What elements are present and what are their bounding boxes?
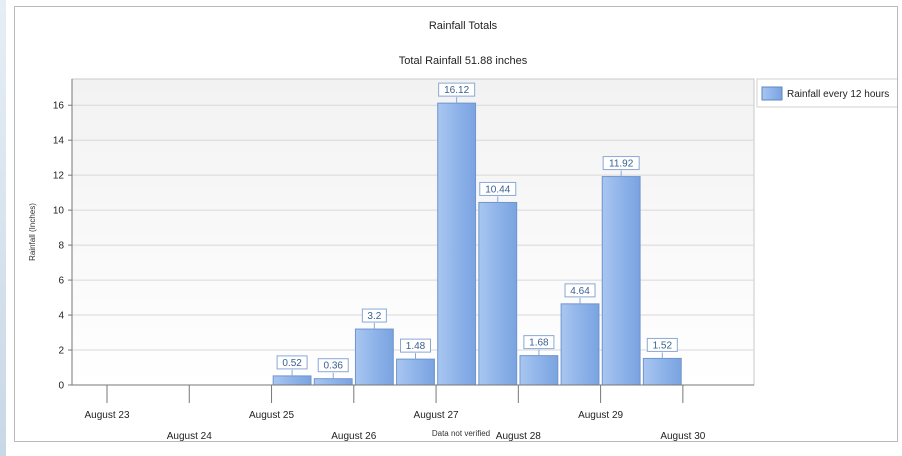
- y-tick-label: 12: [53, 171, 65, 182]
- data-label: 4.64: [570, 286, 590, 297]
- y-tick-label: 0: [58, 381, 64, 392]
- bar: [437, 102, 477, 386]
- data-label-box: [564, 283, 596, 298]
- data-label-box: [646, 337, 678, 352]
- chart-panel: Rainfall Totals Total Rainfall 51.88 inc…: [14, 6, 902, 442]
- bar: [272, 375, 312, 386]
- bar: [313, 378, 353, 386]
- chart-subtitle: Total Rainfall 51.88 inches: [399, 55, 528, 67]
- y-tick-label: 4: [58, 311, 64, 322]
- data-label-box: [400, 338, 431, 353]
- y-tick-label: 6: [58, 276, 64, 287]
- x-tick-label: August 24: [167, 431, 212, 441]
- data-label: 11.92: [609, 159, 634, 170]
- legend-swatch: [761, 86, 783, 101]
- x-tick-label: August 28: [496, 431, 541, 441]
- window-edge: [0, 0, 6, 456]
- x-tick-label: August 30: [660, 431, 705, 441]
- data-label-box: [276, 355, 308, 370]
- data-label-box: [523, 335, 555, 350]
- bar: [642, 357, 682, 386]
- x-tick-label: August 27: [414, 410, 459, 421]
- bar: [560, 303, 600, 386]
- x-axis-ticks: August 23 August 24 August 25 August 26 Augu…: [84, 385, 706, 442]
- data-label: 3.2: [367, 311, 381, 322]
- x-tick-label: August 23: [84, 410, 129, 421]
- data-label: 0.52: [282, 358, 302, 369]
- y-tick-label: 10: [53, 206, 65, 217]
- x-tick-label: August 29: [578, 410, 623, 421]
- legend: Rainfall every 12 hours: [756, 78, 902, 108]
- y-tick-label: 2: [58, 346, 64, 357]
- x-tick-label: August 25: [249, 410, 294, 421]
- y-tick-label: 8: [58, 241, 64, 252]
- data-label: 16.12: [444, 85, 469, 96]
- data-label-box: [602, 156, 640, 171]
- data-label-box: [438, 82, 476, 97]
- data-label-box: [479, 181, 517, 196]
- bar: [601, 176, 641, 386]
- bar: [478, 201, 518, 386]
- bar: [354, 328, 394, 386]
- y-axis-label: Rainfall (Inches): [28, 203, 37, 261]
- x-tick-label: August 26: [331, 431, 376, 441]
- chart-title: Rainfall Totals: [429, 20, 498, 32]
- footer-note: Data not verified: [432, 429, 490, 438]
- y-tick-label: 14: [53, 136, 65, 147]
- data-label: 0.36: [323, 361, 343, 372]
- bar: [396, 358, 435, 386]
- data-label: 1.48: [406, 341, 426, 352]
- y-tick-label: 16: [53, 101, 65, 112]
- data-label: 1.52: [653, 340, 673, 351]
- data-label-box: [317, 358, 349, 373]
- rainfall-chart: Rainfall Totals Total Rainfall 51.88 inc…: [28, 20, 902, 442]
- data-label: 10.44: [485, 184, 510, 195]
- y-axis-ticks: 0 2 4 6 8 10 12 14 16: [53, 101, 72, 392]
- data-label: 1.68: [529, 338, 549, 349]
- bar: [519, 355, 559, 386]
- data-label-box: [361, 308, 387, 323]
- legend-label: Rainfall every 12 hours: [787, 89, 889, 100]
